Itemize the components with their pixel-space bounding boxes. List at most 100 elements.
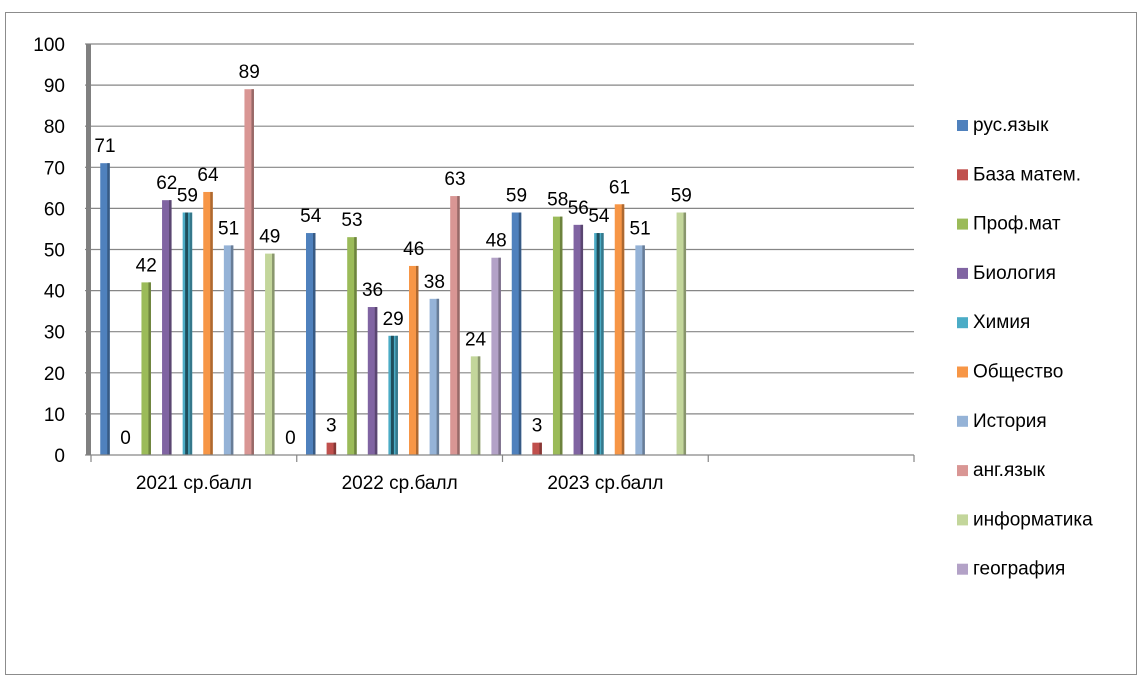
bar-shade xyxy=(169,200,172,455)
gridlines xyxy=(91,43,914,415)
y-tick-label: 80 xyxy=(44,117,65,138)
data-label: 0 xyxy=(285,428,296,449)
data-label: 56 xyxy=(568,198,589,219)
data-label: 59 xyxy=(671,186,692,207)
legend-swatch xyxy=(957,415,968,427)
data-label: 58 xyxy=(547,190,568,211)
legend-label: информатика xyxy=(973,509,1093,530)
data-label: 62 xyxy=(156,173,177,194)
data-label: 49 xyxy=(259,227,280,248)
bar-shade xyxy=(436,298,440,455)
y-tick-label: 90 xyxy=(44,76,65,97)
bar xyxy=(306,233,316,455)
bar xyxy=(532,442,542,455)
legend-label: Химия xyxy=(973,312,1030,333)
legend-label: рус.язык xyxy=(973,115,1049,136)
bar xyxy=(326,442,337,455)
data-label: 59 xyxy=(177,186,198,207)
data-label: 48 xyxy=(486,231,507,252)
bar-shade xyxy=(313,233,316,455)
legend-swatch xyxy=(957,317,968,329)
legend-swatch xyxy=(957,120,968,131)
bar xyxy=(470,356,481,455)
legend-swatch xyxy=(957,169,968,181)
y-tick-label: 20 xyxy=(44,364,65,385)
bar-shade xyxy=(683,212,687,455)
legend-label: Проф.мат xyxy=(973,214,1061,235)
data-label: 46 xyxy=(403,239,424,260)
bar xyxy=(162,200,172,455)
bar-shade xyxy=(148,282,151,455)
bar-shade xyxy=(498,257,501,455)
bar xyxy=(573,224,584,455)
data-label: 36 xyxy=(362,280,383,301)
y-tick-label: 70 xyxy=(44,158,65,179)
bar-shade xyxy=(333,442,337,455)
bar xyxy=(100,163,110,455)
x-category-label: 2022 ср.балл xyxy=(342,473,458,494)
legend-swatch xyxy=(957,267,968,279)
legend-swatch xyxy=(957,218,968,230)
bar xyxy=(429,298,440,455)
bar xyxy=(244,89,254,456)
bar-shade xyxy=(210,191,213,455)
data-label: 64 xyxy=(197,165,219,186)
bar-shade xyxy=(354,237,357,455)
data-label: 54 xyxy=(588,206,610,227)
bar xyxy=(491,257,501,455)
data-label: 29 xyxy=(383,309,404,330)
bar-highlight xyxy=(596,233,600,455)
y-tick-label: 40 xyxy=(44,282,65,303)
bar-shade xyxy=(374,307,378,455)
bar xyxy=(614,204,625,455)
data-label: 61 xyxy=(609,177,630,198)
legend-swatch xyxy=(957,514,968,526)
data-label: 63 xyxy=(444,169,465,190)
data-label: 53 xyxy=(341,210,362,231)
bar-shade xyxy=(601,233,604,455)
bar-shade xyxy=(395,335,398,455)
legend-label: История xyxy=(973,411,1047,432)
bar-highlight xyxy=(185,212,189,455)
legend-label: База матем. xyxy=(973,164,1081,185)
legend-swatch xyxy=(957,465,968,477)
bar xyxy=(265,253,275,455)
bar xyxy=(511,212,522,455)
x-category-label: 2023 ср.балл xyxy=(547,473,663,494)
bar-shade xyxy=(230,245,234,455)
data-label: 0 xyxy=(120,428,131,449)
bar-shade xyxy=(189,212,193,455)
data-label: 71 xyxy=(94,136,115,157)
bars xyxy=(100,89,687,456)
bar xyxy=(141,282,151,455)
bar-shade xyxy=(477,356,481,455)
bar xyxy=(409,265,419,455)
bar-shade xyxy=(559,216,563,455)
bar-highlight xyxy=(390,335,394,455)
y-tick-label: 100 xyxy=(33,35,65,56)
bar-shade xyxy=(272,253,275,455)
legend-label: анг.язык xyxy=(973,460,1046,481)
bar-shade xyxy=(580,224,584,455)
y-tick-label: 30 xyxy=(44,323,65,344)
data-label: 54 xyxy=(300,206,322,227)
y-tick-label: 50 xyxy=(44,241,65,262)
data-label: 3 xyxy=(532,416,543,437)
bar xyxy=(203,191,213,455)
y-tick-label: 60 xyxy=(44,199,65,220)
data-label: 89 xyxy=(239,62,260,83)
bar-shade xyxy=(457,196,460,455)
data-label: 3 xyxy=(326,416,337,437)
y-tick-label: 0 xyxy=(54,446,65,467)
bar-shade xyxy=(539,442,542,455)
bar-shade xyxy=(416,265,419,455)
data-label: 38 xyxy=(424,272,445,293)
bar-shade xyxy=(251,89,254,456)
legend: рус.язык База матем. Проф.мат Биология Химия… xyxy=(957,115,1093,580)
y-tick-label: 10 xyxy=(44,405,65,426)
bar-shade xyxy=(642,245,645,455)
data-label: 59 xyxy=(506,186,527,207)
